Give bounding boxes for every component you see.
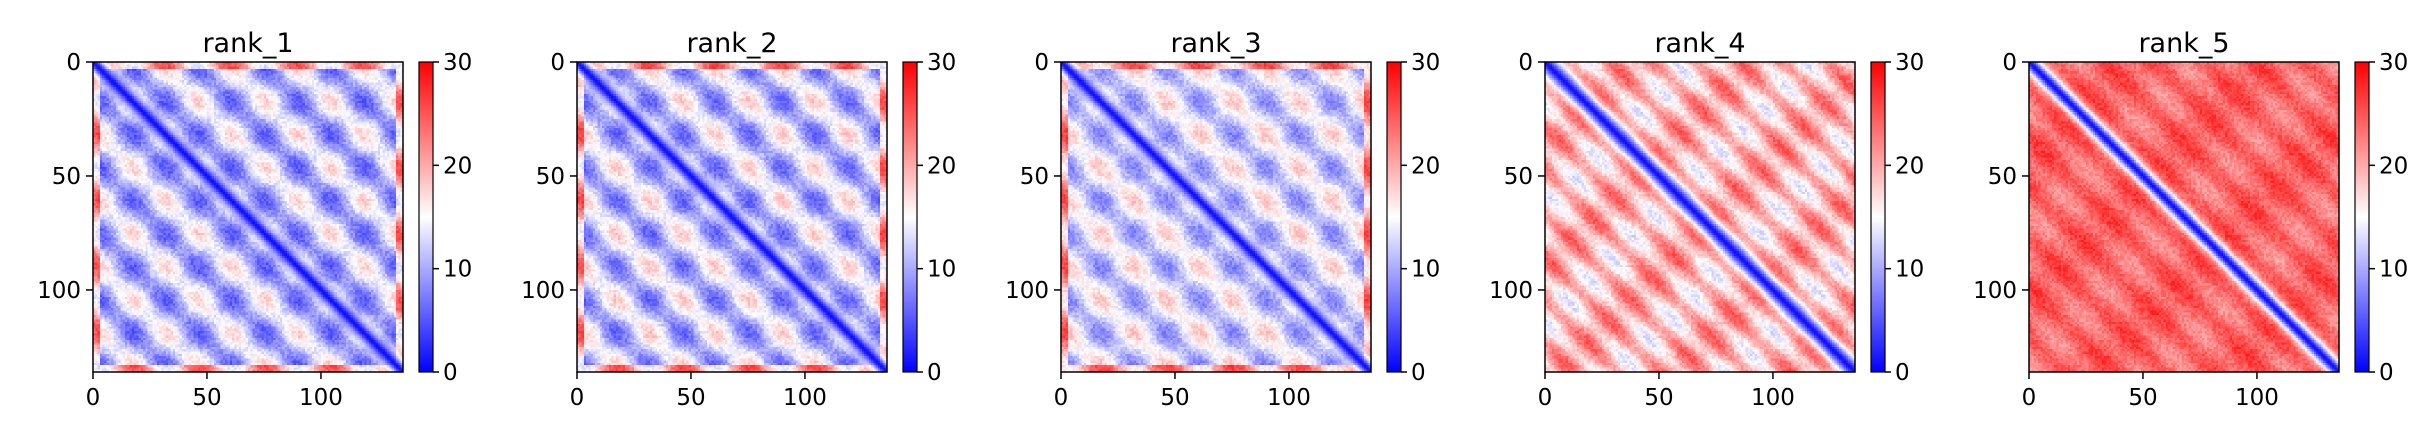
- colorbar-tick-label: 0: [443, 360, 458, 386]
- y-tick-label: 0: [550, 50, 565, 76]
- plot-frame: [2028, 61, 2340, 373]
- heatmap-panel-3: rank_3 0 50 100 0 50 100 0 10 20 30: [1005, 28, 1440, 411]
- colorbar-tick-label: 0: [2379, 360, 2394, 386]
- colorbar-tick-label: 10: [443, 257, 472, 283]
- x-tick-label: 50: [192, 385, 221, 411]
- colorbar-tick-label: 30: [1411, 50, 1440, 76]
- panel-title: rank_3: [1170, 28, 1261, 59]
- x-tick-label: 0: [570, 385, 585, 411]
- colorbar-tick-label: 20: [927, 153, 956, 179]
- colorbar-tick-label: 10: [1895, 257, 1924, 283]
- x-tick-label: 100: [299, 385, 343, 411]
- plot-frame: [576, 61, 888, 373]
- y-tick-label: 100: [1005, 278, 1049, 304]
- colorbar-tick-label: 0: [1411, 360, 1426, 386]
- x-tick-label: 100: [1751, 385, 1795, 411]
- y-tick-label: 50: [1988, 164, 2017, 190]
- heatmap-cells: [1545, 62, 1855, 372]
- heatmap-cells: [1061, 62, 1371, 372]
- y-tick-label: 100: [1973, 278, 2017, 304]
- y-tick-label: 50: [536, 164, 565, 190]
- x-tick-label: 0: [1054, 385, 1069, 411]
- panel-title: rank_5: [2138, 28, 2229, 59]
- heatmap-panel-4: rank_4 0 50 100 0 50 100 0 10 20 30: [1489, 28, 1924, 411]
- plot-frame: [1544, 61, 1856, 373]
- colorbar-tick-label: 20: [1895, 153, 1924, 179]
- colorbar: [902, 61, 918, 373]
- heatmap-cells: [2029, 62, 2339, 372]
- y-tick-label: 100: [1489, 278, 1533, 304]
- colorbar: [2354, 61, 2370, 373]
- colorbar-tick-label: 30: [927, 50, 956, 76]
- x-tick-label: 100: [2235, 385, 2279, 411]
- y-tick-label: 0: [1518, 50, 1533, 76]
- heatmap-panel-5: rank_5 0 50 100 0 50 100 0 10 20 30: [1973, 28, 2408, 411]
- y-tick-label: 0: [1034, 50, 1049, 76]
- colorbar: [418, 61, 434, 373]
- panel-title: rank_1: [202, 28, 293, 59]
- colorbar-tick-label: 20: [443, 153, 472, 179]
- colorbar-tick-label: 30: [1895, 50, 1924, 76]
- y-tick-label: 0: [2002, 50, 2017, 76]
- y-tick-label: 100: [521, 278, 565, 304]
- x-tick-label: 0: [1538, 385, 1553, 411]
- heatmap-panel-2: rank_2 0 50 100 0 50 100 0 10 20 30: [521, 28, 956, 411]
- x-tick-label: 50: [676, 385, 705, 411]
- y-tick-label: 0: [66, 50, 81, 76]
- colorbar: [1870, 61, 1886, 373]
- colorbar-tick-label: 20: [1411, 153, 1440, 179]
- panel-title: rank_2: [686, 28, 777, 59]
- colorbar-tick-label: 0: [1895, 360, 1910, 386]
- colorbar-tick-label: 30: [443, 50, 472, 76]
- plot-frame: [92, 61, 404, 373]
- plot-frame: [1060, 61, 1372, 373]
- x-tick-label: 100: [783, 385, 827, 411]
- x-tick-label: 50: [1160, 385, 1189, 411]
- x-tick-label: 0: [2022, 385, 2037, 411]
- colorbar-tick-label: 0: [927, 360, 942, 386]
- heatmap-cells: [93, 62, 403, 372]
- x-tick-label: 0: [86, 385, 101, 411]
- x-tick-label: 50: [1644, 385, 1673, 411]
- x-tick-label: 50: [2128, 385, 2157, 411]
- heatmap-panel-1: rank_1 0 50 100 0 50 100 0 10 20 30: [37, 28, 472, 411]
- colorbar-tick-label: 30: [2379, 50, 2408, 76]
- y-tick-label: 100: [37, 278, 81, 304]
- y-tick-label: 50: [52, 164, 81, 190]
- y-tick-label: 50: [1020, 164, 1049, 190]
- panel-title: rank_4: [1654, 28, 1745, 59]
- colorbar-tick-label: 10: [927, 257, 956, 283]
- colorbar: [1386, 61, 1402, 373]
- colorbar-tick-label: 10: [2379, 257, 2408, 283]
- colorbar-tick-label: 20: [2379, 153, 2408, 179]
- colorbar-tick-label: 10: [1411, 257, 1440, 283]
- y-tick-label: 50: [1504, 164, 1533, 190]
- heatmap-cells: [577, 62, 887, 372]
- x-tick-label: 100: [1267, 385, 1311, 411]
